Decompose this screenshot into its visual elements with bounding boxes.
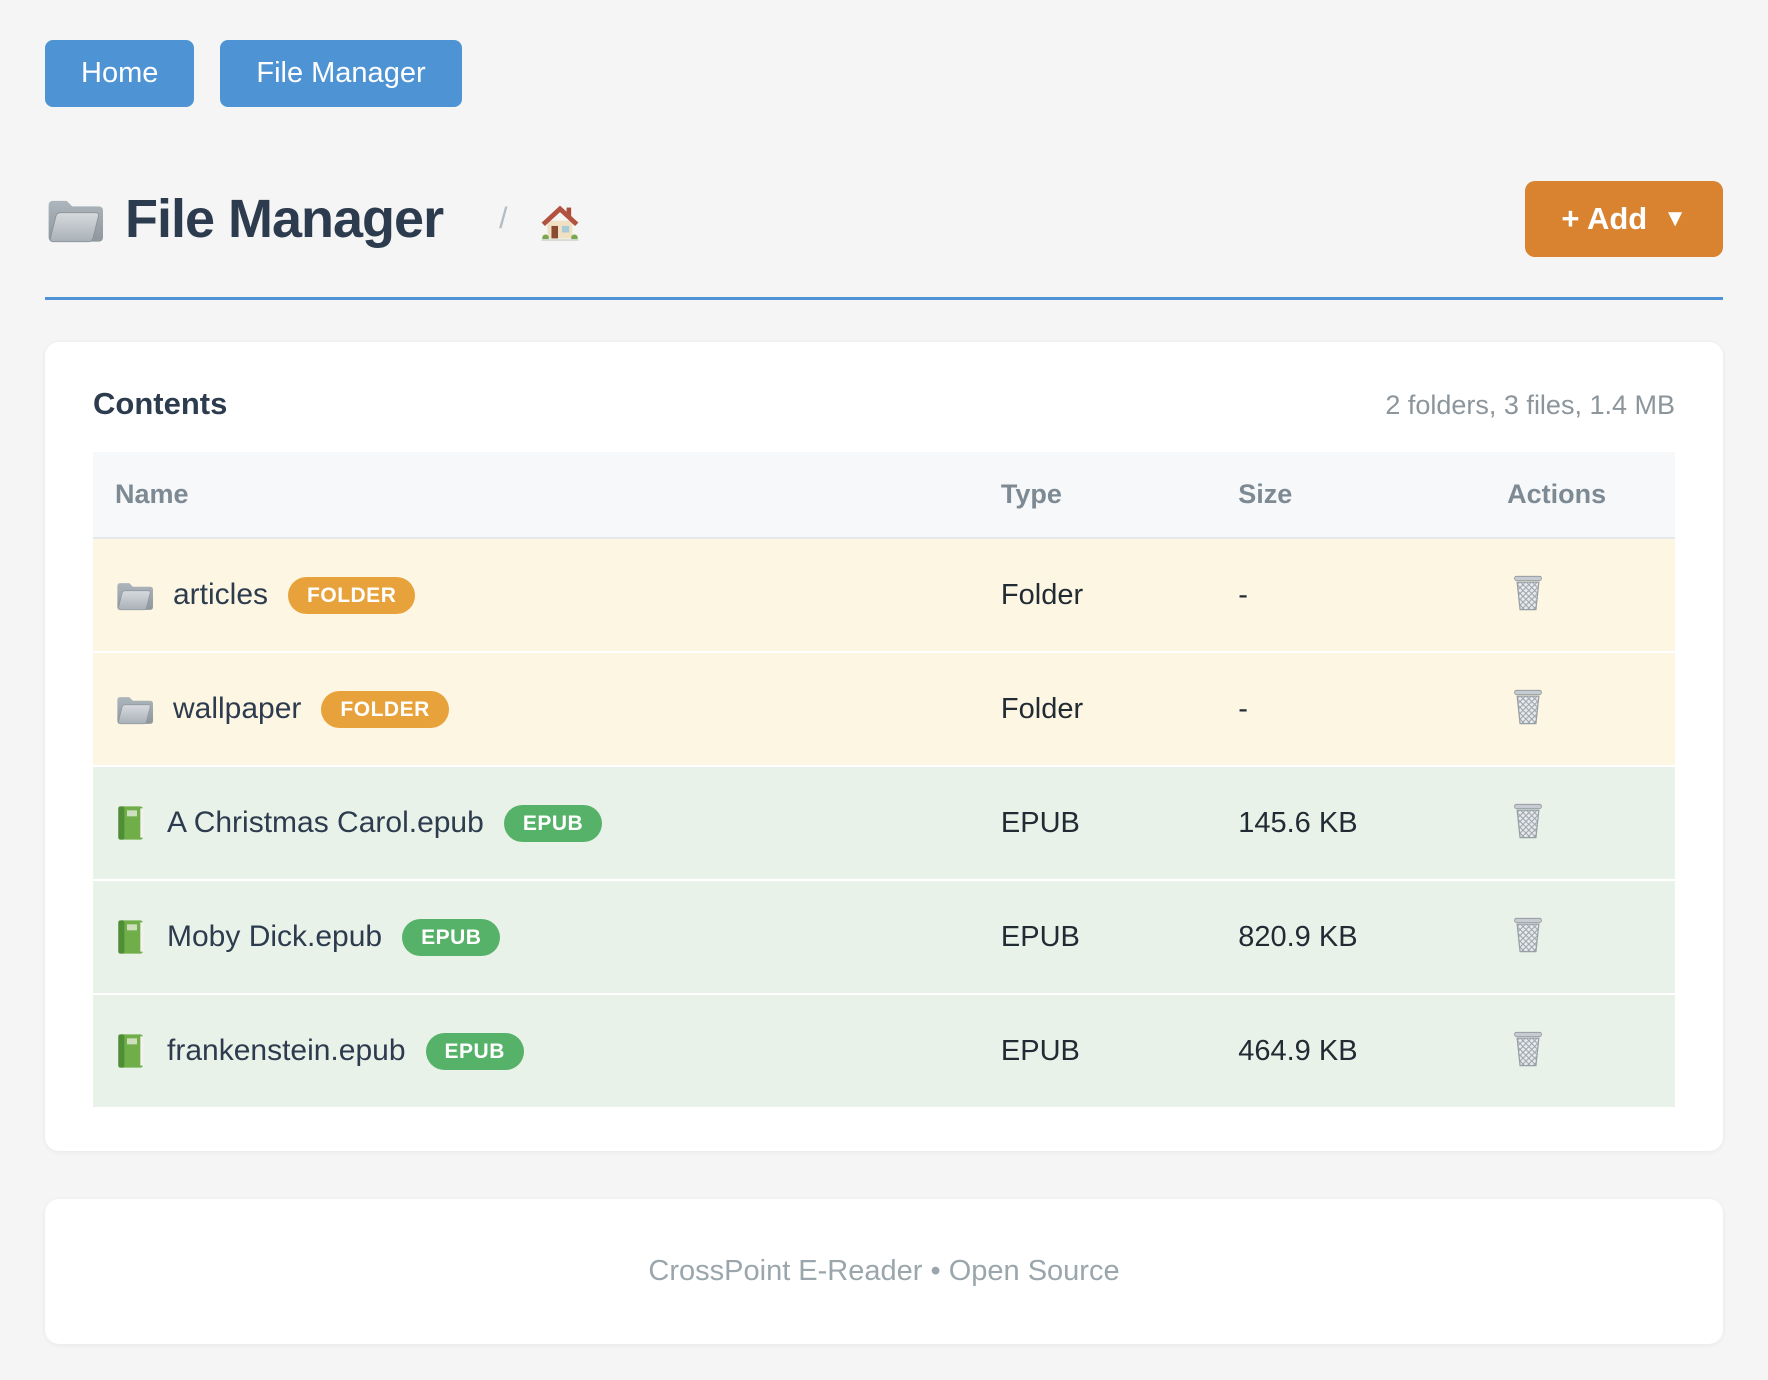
size-cell: - (1216, 538, 1486, 653)
table-row: wallpaper FOLDER Folder - (93, 652, 1675, 767)
item-name[interactable]: frankenstein.epub (167, 1034, 406, 1067)
column-header-name: Name (93, 452, 979, 539)
trash-icon (1511, 573, 1545, 613)
name-cell: Moby Dick.epub EPUB (115, 881, 979, 993)
delete-button[interactable] (1507, 797, 1549, 845)
table-row: A Christmas Carol.epub EPUB EPUB 145.6 K… (93, 766, 1675, 881)
delete-button[interactable] (1507, 1025, 1549, 1073)
top-nav: Home File Manager (45, 40, 1723, 107)
item-name[interactable]: articles (173, 578, 269, 611)
column-header-actions: Actions (1485, 452, 1675, 539)
book-icon (115, 918, 147, 956)
book-icon (115, 804, 147, 842)
item-name[interactable]: Moby Dick.epub (167, 920, 383, 953)
type-badge: EPUB (503, 804, 603, 842)
add-button[interactable]: + Add ▼ (1525, 181, 1723, 257)
nav-button-home[interactable]: Home (45, 40, 195, 107)
page-header: File Manager / + Add ▼ (45, 181, 1723, 257)
column-header-size: Size (1216, 452, 1486, 539)
item-name[interactable]: wallpaper (173, 692, 302, 725)
table-row: frankenstein.epub EPUB EPUB 464.9 KB (93, 994, 1675, 1109)
type-badge: FOLDER (288, 576, 416, 614)
trash-icon (1511, 915, 1545, 955)
trash-icon (1511, 1029, 1545, 1069)
table-header-row: Name Type Size Actions (93, 452, 1675, 539)
page-title: File Manager (125, 189, 444, 249)
name-cell: A Christmas Carol.epub EPUB (115, 767, 979, 879)
type-cell: EPUB (978, 766, 1217, 881)
files-table: Name Type Size Actions articles FOLDER (93, 452, 1675, 1109)
contents-card: Contents 2 folders, 3 files, 1.4 MB Name… (45, 342, 1723, 1151)
name-cell: frankenstein.epub EPUB (115, 995, 979, 1107)
type-cell: Folder (978, 652, 1217, 767)
table-row: Moby Dick.epub EPUB EPUB 820.9 KB (93, 880, 1675, 995)
type-badge: EPUB (402, 918, 501, 956)
folder-icon (115, 692, 153, 726)
size-cell: - (1216, 652, 1486, 767)
folder-icon (45, 194, 103, 244)
nav-button-file-manager[interactable]: File Manager (220, 40, 462, 107)
contents-card-header: Contents 2 folders, 3 files, 1.4 MB (93, 386, 1675, 422)
size-cell: 820.9 KB (1216, 880, 1486, 995)
delete-button[interactable] (1507, 569, 1549, 617)
delete-button[interactable] (1507, 683, 1549, 731)
column-header-type: Type (978, 452, 1217, 539)
footer-text: CrossPoint E-Reader • Open Source (648, 1255, 1120, 1287)
delete-button[interactable] (1507, 911, 1549, 959)
type-cell: EPUB (978, 880, 1217, 995)
trash-icon (1511, 687, 1545, 727)
contents-title: Contents (93, 386, 228, 421)
book-icon (115, 1032, 147, 1070)
chevron-down-icon: ▼ (1663, 205, 1687, 232)
contents-summary: 2 folders, 3 files, 1.4 MB (1385, 390, 1675, 420)
type-badge: FOLDER (321, 690, 449, 728)
item-name[interactable]: A Christmas Carol.epub (167, 806, 484, 839)
type-badge: EPUB (425, 1032, 524, 1070)
size-cell: 464.9 KB (1216, 994, 1486, 1109)
name-cell: articles FOLDER (115, 539, 979, 651)
title-group: File Manager / (45, 188, 1525, 250)
table-row: articles FOLDER Folder - (93, 538, 1675, 653)
add-button-label: + Add (1561, 201, 1648, 236)
footer-card: CrossPoint E-Reader • Open Source (45, 1199, 1723, 1344)
breadcrumb-separator: / (499, 202, 508, 235)
size-cell: 145.6 KB (1216, 766, 1486, 881)
trash-icon (1511, 801, 1545, 841)
folder-icon (115, 578, 153, 612)
type-cell: EPUB (978, 994, 1217, 1109)
name-cell: wallpaper FOLDER (115, 653, 979, 765)
page: Home File Manager File Manager / + Add ▼… (45, 40, 1723, 1344)
type-cell: Folder (978, 538, 1217, 653)
house-icon[interactable] (539, 201, 581, 243)
header-divider (45, 297, 1723, 300)
